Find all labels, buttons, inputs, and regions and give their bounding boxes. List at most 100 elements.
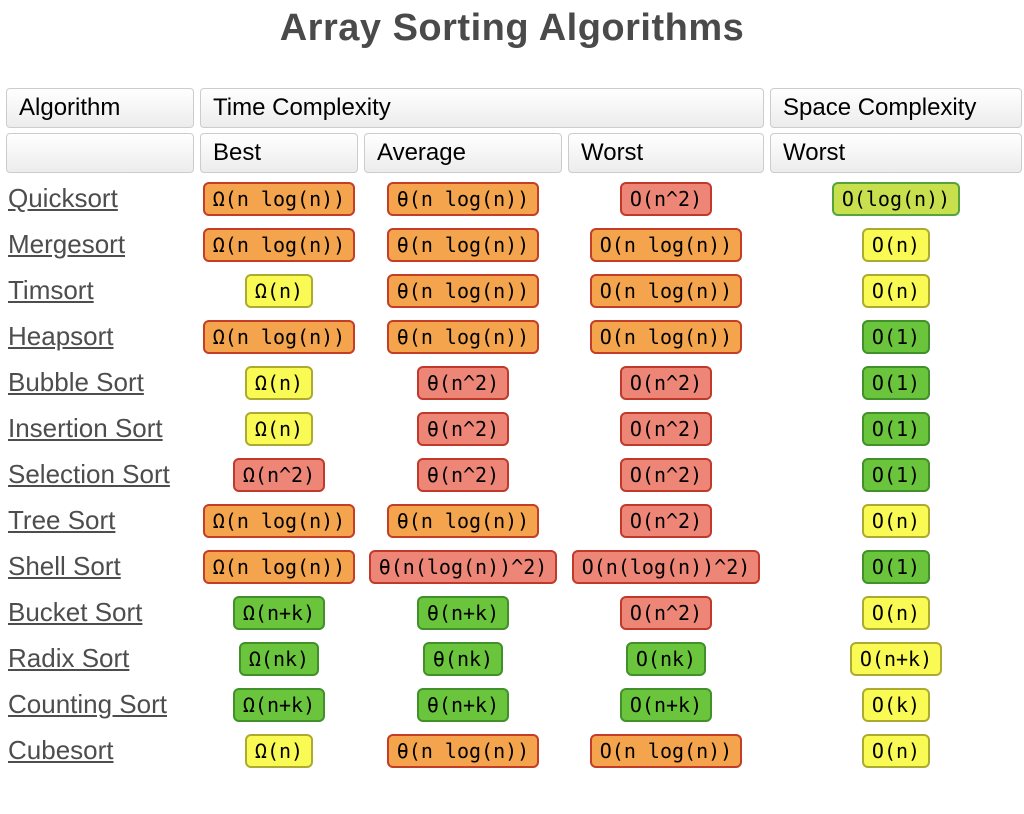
complexity-cell: O(n^2) <box>568 408 764 449</box>
header-space-worst: Worst <box>770 133 1022 173</box>
complexity-cell: O(n+k) <box>568 684 764 725</box>
complexity-cell: Ω(nk) <box>200 638 358 679</box>
complexity-cell: Ω(n^2) <box>200 454 358 495</box>
complexity-cell: θ(n(log(n))^2) <box>364 546 562 587</box>
complexity-badge: O(n^2) <box>619 365 713 400</box>
page-title: Array Sorting Algorithms <box>279 7 745 49</box>
complexity-cell: Ω(n log(n)) <box>200 546 358 587</box>
complexity-cell: O(n log(n)) <box>568 730 764 771</box>
complexity-badge: O(n^2) <box>619 181 713 216</box>
complexity-cell: O(n(log(n))^2) <box>568 546 764 587</box>
complexity-cell: O(nk) <box>568 638 764 679</box>
complexity-badge: Ω(n log(n)) <box>202 503 356 538</box>
header-space-complexity: Space Complexity <box>770 88 1022 128</box>
algorithm-cell: Shell Sort <box>6 546 194 587</box>
algorithm-link[interactable]: Bucket Sort <box>8 597 143 627</box>
complexity-cell: O(log(n)) <box>770 178 1022 219</box>
complexity-badge: O(k) <box>861 687 931 722</box>
algorithm-link[interactable]: Counting Sort <box>8 689 167 719</box>
algorithm-cell: Selection Sort <box>6 454 194 495</box>
table-row: Selection Sort Ω(n^2) θ(n^2) O(n^2) O(1) <box>6 454 1022 495</box>
complexity-badge: O(log(n)) <box>831 181 961 216</box>
complexity-badge: O(n log(n)) <box>589 273 743 308</box>
algorithm-link[interactable]: Heapsort <box>8 321 114 351</box>
complexity-cell: O(k) <box>770 684 1022 725</box>
algorithm-link[interactable]: Timsort <box>8 275 94 305</box>
complexity-badge: O(n log(n)) <box>589 733 743 768</box>
complexity-cell: Ω(n) <box>200 270 358 311</box>
table-row: Timsort Ω(n) θ(n log(n)) O(n log(n)) O(n) <box>6 270 1022 311</box>
algorithm-link[interactable]: Insertion Sort <box>8 413 163 443</box>
complexity-badge: Ω(n) <box>244 411 314 446</box>
algorithm-link[interactable]: Quicksort <box>8 183 118 213</box>
complexity-badge: O(n) <box>861 733 931 768</box>
complexity-cell: O(1) <box>770 408 1022 449</box>
complexity-badge: θ(n log(n)) <box>386 319 540 354</box>
complexity-cell: O(n log(n)) <box>568 270 764 311</box>
header-row-groups: Algorithm Time Complexity Space Complexi… <box>6 88 1022 128</box>
complexity-badge: Ω(n log(n)) <box>202 227 356 262</box>
complexity-badge: θ(n+k) <box>416 687 510 722</box>
algorithm-cell: Counting Sort <box>6 684 194 725</box>
complexity-cell: O(n) <box>770 592 1022 633</box>
algorithm-link[interactable]: Shell Sort <box>8 551 121 581</box>
table-row: Heapsort Ω(n log(n)) θ(n log(n)) O(n log(n)… <box>6 316 1022 357</box>
complexity-cell: O(n) <box>770 500 1022 541</box>
complexity-badge: O(1) <box>861 549 931 584</box>
algorithm-cell: Bubble Sort <box>6 362 194 403</box>
algorithm-cell: Bucket Sort <box>6 592 194 633</box>
algorithm-link[interactable]: Bubble Sort <box>8 367 144 397</box>
complexity-cell: O(1) <box>770 546 1022 587</box>
algorithm-link[interactable]: Mergesort <box>8 229 126 259</box>
sorting-complexity-table: Algorithm Time Complexity Space Complexi… <box>0 83 1024 776</box>
complexity-badge: Ω(n log(n)) <box>202 549 356 584</box>
complexity-cell: O(n^2) <box>568 592 764 633</box>
algorithm-cell: Timsort <box>6 270 194 311</box>
complexity-badge: O(n(log(n))^2) <box>571 549 761 584</box>
complexity-cell: θ(n log(n)) <box>364 500 562 541</box>
complexity-cell: O(n^2) <box>568 500 764 541</box>
complexity-badge: θ(n+k) <box>416 595 510 630</box>
complexity-cell: θ(n^2) <box>364 362 562 403</box>
complexity-badge: θ(n log(n)) <box>386 227 540 262</box>
complexity-cell: Ω(n) <box>200 362 358 403</box>
algorithm-cell: Cubesort <box>6 730 194 771</box>
table-row: Mergesort Ω(n log(n)) θ(n log(n)) O(n log(n… <box>6 224 1022 265</box>
complexity-badge: O(1) <box>861 411 931 446</box>
complexity-cell: Ω(n log(n)) <box>200 224 358 265</box>
complexity-cell: θ(n+k) <box>364 592 562 633</box>
header-algorithm: Algorithm <box>6 88 194 128</box>
complexity-cell: O(n^2) <box>568 178 764 219</box>
algorithm-cell: Tree Sort <box>6 500 194 541</box>
complexity-badge: Ω(n+k) <box>232 687 326 722</box>
complexity-cell: O(1) <box>770 362 1022 403</box>
complexity-badge: Ω(n) <box>244 365 314 400</box>
complexity-badge: Ω(n+k) <box>232 595 326 630</box>
complexity-badge: θ(n log(n)) <box>386 273 540 308</box>
algorithm-cell: Insertion Sort <box>6 408 194 449</box>
algorithm-link[interactable]: Selection Sort <box>8 459 170 489</box>
complexity-cell: O(n log(n)) <box>568 224 764 265</box>
header-row-cases: Best Average Worst Worst <box>6 133 1022 173</box>
complexity-badge: O(n log(n)) <box>589 319 743 354</box>
algorithm-link[interactable]: Tree Sort <box>8 505 116 535</box>
complexity-cell: O(1) <box>770 454 1022 495</box>
complexity-badge: O(n+k) <box>619 687 713 722</box>
complexity-badge: θ(n log(n)) <box>386 733 540 768</box>
complexity-cell: O(n^2) <box>568 454 764 495</box>
complexity-badge: O(n) <box>861 595 931 630</box>
complexity-badge: θ(n log(n)) <box>386 181 540 216</box>
complexity-cell: θ(n log(n)) <box>364 224 562 265</box>
complexity-badge: θ(n^2) <box>416 365 510 400</box>
complexity-badge: Ω(n log(n)) <box>202 181 356 216</box>
complexity-cell: θ(n log(n)) <box>364 730 562 771</box>
complexity-cell: θ(n log(n)) <box>364 316 562 357</box>
header-best: Best <box>200 133 358 173</box>
complexity-badge: O(n log(n)) <box>589 227 743 262</box>
table-row: Radix Sort Ω(nk) θ(nk) O(nk) O(n+k) <box>6 638 1022 679</box>
algorithm-link[interactable]: Cubesort <box>8 735 114 765</box>
table-row: Insertion Sort Ω(n) θ(n^2) O(n^2) O(1) <box>6 408 1022 449</box>
complexity-badge: Ω(n) <box>244 273 314 308</box>
algorithm-link[interactable]: Radix Sort <box>8 643 130 673</box>
complexity-badge: O(n^2) <box>619 595 713 630</box>
